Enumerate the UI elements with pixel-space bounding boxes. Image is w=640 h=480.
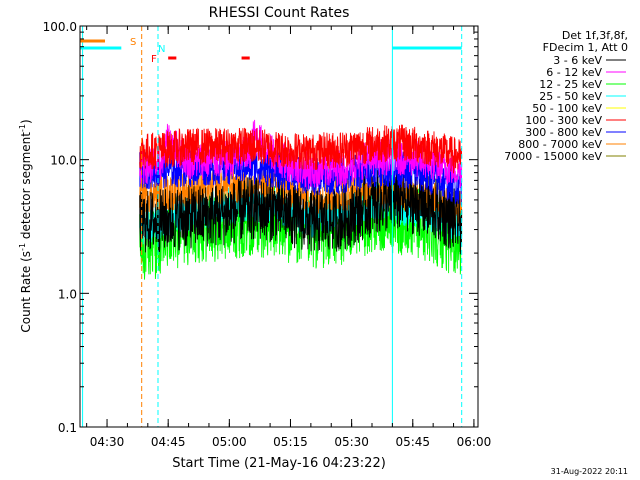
y-axis-label-part: detector segment <box>19 132 33 243</box>
x-axis-label: Start Time (21-May-16 04:23:22) <box>172 456 386 471</box>
y-axis-label-part: Count Rate (s <box>19 251 33 333</box>
legend-label: 50 - 100 keV <box>532 102 602 115</box>
legend-label: 7000 - 15000 keV <box>504 150 602 163</box>
legend-label: 6 - 12 keV <box>546 66 602 79</box>
x-tick-label: 04:45 <box>151 435 186 449</box>
legend-label: 12 - 25 keV <box>539 78 602 91</box>
legend-label: 800 - 7000 keV <box>518 138 602 151</box>
y-tick-label: 1.0 <box>58 287 77 301</box>
y-tick-label: 0.1 <box>58 421 77 435</box>
legend-label: 25 - 50 keV <box>539 90 602 103</box>
x-tick-label: 05:00 <box>212 435 247 449</box>
x-tick-label: 04:30 <box>90 435 125 449</box>
flag-bars: S NF <box>80 37 462 65</box>
plot-frame <box>79 25 479 428</box>
series-line-6-12-kev <box>139 119 463 189</box>
y-axis-label: Count Rate (s-1 detector segment-1) <box>18 119 33 332</box>
flag-label-s: S <box>130 37 136 48</box>
chart-title: RHESSI Count Rates <box>209 5 350 21</box>
series-line-3-6-kev <box>139 169 463 255</box>
y-tick-label: 100.0 <box>43 20 77 34</box>
vertical-markers <box>82 26 463 427</box>
data-traces <box>139 119 463 280</box>
legend-header-line: Det 1f,3f,8f, <box>562 29 628 42</box>
legend-label: 100 - 300 keV <box>525 114 602 127</box>
x-tick-label: 05:30 <box>334 435 369 449</box>
footer-timestamp: 31-Aug-2022 20:11 <box>551 467 628 476</box>
x-tick-label: 06:00 <box>457 435 492 449</box>
flag-label-f: F <box>151 54 157 65</box>
legend-header-line: FDecim 1, Att 0 <box>543 41 628 54</box>
flag-label-n: N <box>158 44 165 55</box>
legend-label: 300 - 800 keV <box>525 126 602 139</box>
y-axis-label-part: ) <box>19 119 33 124</box>
legend: Det 1f,3f,8f, FDecim 1, Att 0 3 - 6 keV6… <box>504 29 628 163</box>
y-tick-label: 10.0 <box>50 154 77 168</box>
y-axis-ticks: 0.1 1.0 10.0 100.0 <box>43 20 478 435</box>
x-tick-label: 05:15 <box>273 435 308 449</box>
x-axis-ticks: 04:30 04:45 05:00 05:15 05:30 05:45 06:00 <box>86 26 492 449</box>
legend-label: 3 - 6 keV <box>553 54 602 67</box>
series-line-100-300-kev <box>139 124 463 174</box>
y-axis-label-exponent: -1 <box>18 124 27 132</box>
x-tick-label: 05:45 <box>395 435 430 449</box>
y-axis-label-exponent: -1 <box>18 243 27 251</box>
